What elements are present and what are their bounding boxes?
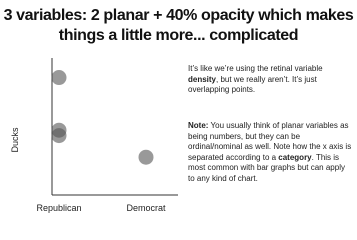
text: , but we really aren’t. It’s just overla… bbox=[188, 74, 317, 95]
text: category bbox=[278, 152, 312, 162]
y-axis-label: Ducks bbox=[10, 127, 20, 153]
x-tick-label: Republican bbox=[36, 203, 81, 213]
text: It’s like we’re using the retinal variab… bbox=[188, 64, 323, 73]
text: You usually think of planar variables as… bbox=[188, 121, 352, 162]
chart-title: 3 variables: 2 planar + 40% opacity whic… bbox=[3, 7, 354, 44]
annotation: It’s like we’re using the retinal variab… bbox=[188, 64, 353, 96]
x-tick-label: Democrat bbox=[126, 203, 166, 213]
chart: Ducks Republican Democrat bbox=[10, 58, 178, 213]
point bbox=[51, 128, 67, 144]
annotation: Note: You usually think of planar variab… bbox=[188, 121, 353, 184]
text: Note: bbox=[188, 121, 209, 130]
page: 3 variables: 2 planar + 40% opacity whic… bbox=[3, 7, 354, 213]
point bbox=[138, 149, 154, 165]
text: . This is most common with bar graphs bu… bbox=[188, 152, 345, 183]
point bbox=[51, 70, 67, 86]
text: density bbox=[188, 74, 217, 84]
